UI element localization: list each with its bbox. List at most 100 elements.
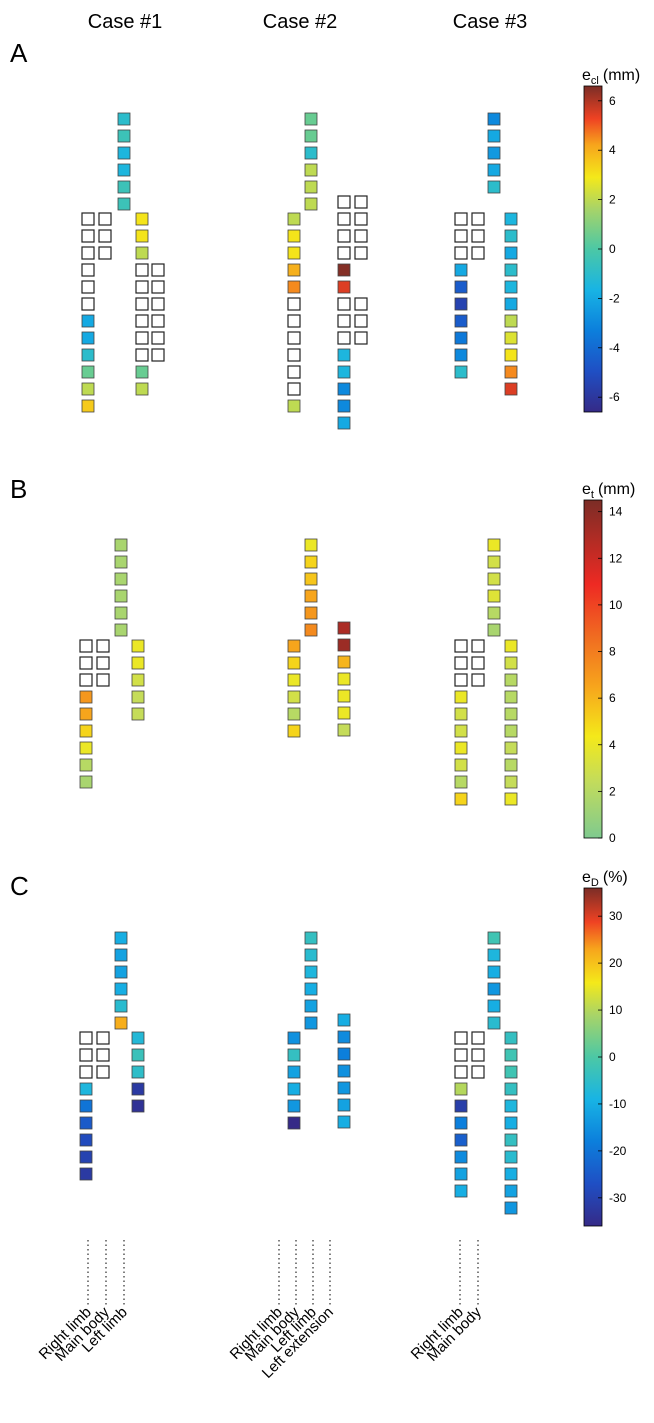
colorbar-tick-label: 2 — [609, 784, 616, 798]
right-limb-square — [287, 1099, 301, 1113]
empty-square — [454, 673, 468, 687]
empty-square — [354, 297, 368, 311]
empty-square — [96, 673, 110, 687]
left-limb-square — [504, 656, 518, 670]
right-limb-square — [79, 1082, 93, 1096]
right-limb-square — [454, 348, 468, 362]
empty-square — [96, 656, 110, 670]
left-limb-square — [504, 263, 518, 277]
empty-square — [354, 314, 368, 328]
colorbar-label: eD (%) — [582, 869, 628, 889]
main-body-square — [304, 948, 318, 962]
right-limb-square — [454, 775, 468, 789]
main-body-square — [304, 146, 318, 160]
left-limb-square — [504, 1031, 518, 1045]
right-limb-square — [454, 1150, 468, 1164]
left-limb-square — [504, 690, 518, 704]
case-1-panel-a — [81, 112, 165, 413]
empty-square — [151, 331, 165, 345]
empty-square — [135, 348, 149, 362]
main-body-square — [487, 999, 501, 1013]
right-limb-square — [79, 1167, 93, 1181]
empty-square — [79, 1048, 93, 1062]
right-limb-square — [287, 1116, 301, 1130]
case-title-3: Case #3 — [453, 11, 528, 33]
colorbar-b — [583, 499, 603, 839]
empty-square — [471, 229, 485, 243]
empty-square — [98, 229, 112, 243]
right-limb-square — [454, 365, 468, 379]
case-1-panel-c — [79, 931, 145, 1181]
empty-square — [81, 280, 95, 294]
empty-square — [151, 348, 165, 362]
empty-square — [454, 1031, 468, 1045]
empty-square — [287, 365, 301, 379]
empty-square — [79, 656, 93, 670]
left-limb-square — [135, 212, 149, 226]
case-3-panel-a — [454, 112, 518, 396]
colorbar-tick-label: 14 — [609, 505, 623, 519]
empty-square — [454, 656, 468, 670]
empty-square — [96, 639, 110, 653]
left-limb-square — [337, 723, 351, 737]
right-limb-square — [454, 792, 468, 806]
main-body-square — [117, 129, 131, 143]
left-limb-square — [504, 775, 518, 789]
colorbar-tick-label: 20 — [609, 956, 623, 970]
main-body-square — [117, 163, 131, 177]
empty-square — [337, 314, 351, 328]
empty-square — [354, 195, 368, 209]
empty-square — [81, 229, 95, 243]
right-limb-square — [79, 690, 93, 704]
empty-square — [287, 297, 301, 311]
left-limb-square — [131, 639, 145, 653]
empty-square — [337, 297, 351, 311]
main-body-square — [114, 555, 128, 569]
colorbar-tick-label: 30 — [609, 909, 623, 923]
empty-square — [135, 331, 149, 345]
main-body-square — [304, 931, 318, 945]
right-limb-square — [454, 1082, 468, 1096]
main-body-square — [117, 112, 131, 126]
main-body-square — [114, 572, 128, 586]
main-body-square — [487, 180, 501, 194]
empty-square — [81, 297, 95, 311]
main-body-square — [487, 112, 501, 126]
main-body-square — [114, 623, 128, 637]
main-body-square — [304, 1016, 318, 1030]
panel-letter-b: B — [10, 474, 27, 504]
panel-letter-a: A — [10, 38, 28, 68]
right-limb-square — [287, 246, 301, 260]
left-limb-square — [337, 621, 351, 635]
main-body-square — [487, 163, 501, 177]
right-limb-square — [79, 707, 93, 721]
right-limb-square — [287, 263, 301, 277]
colorbar-tick-label: 4 — [609, 738, 616, 752]
case-3-panel-c — [454, 931, 518, 1215]
empty-square — [98, 212, 112, 226]
left-limb-square — [504, 1048, 518, 1062]
left-limb-square — [337, 706, 351, 720]
left-limb-square — [504, 246, 518, 260]
left-limb-square — [504, 314, 518, 328]
right-limb-square — [454, 263, 468, 277]
right-limb-square — [454, 741, 468, 755]
left-limb-square — [504, 1133, 518, 1147]
empty-square — [79, 1065, 93, 1079]
right-limb-square — [81, 348, 95, 362]
empty-square — [454, 1065, 468, 1079]
empty-square — [151, 297, 165, 311]
main-body-square — [304, 129, 318, 143]
left-limb-square — [504, 212, 518, 226]
right-limb-square — [454, 1116, 468, 1130]
main-body-square — [114, 948, 128, 962]
left-limb-square — [135, 365, 149, 379]
colorbar-tick-label: 12 — [609, 551, 623, 565]
right-limb-square — [79, 741, 93, 755]
right-limb-square — [454, 331, 468, 345]
left-limb-square — [131, 673, 145, 687]
empty-square — [96, 1048, 110, 1062]
empty-square — [135, 280, 149, 294]
